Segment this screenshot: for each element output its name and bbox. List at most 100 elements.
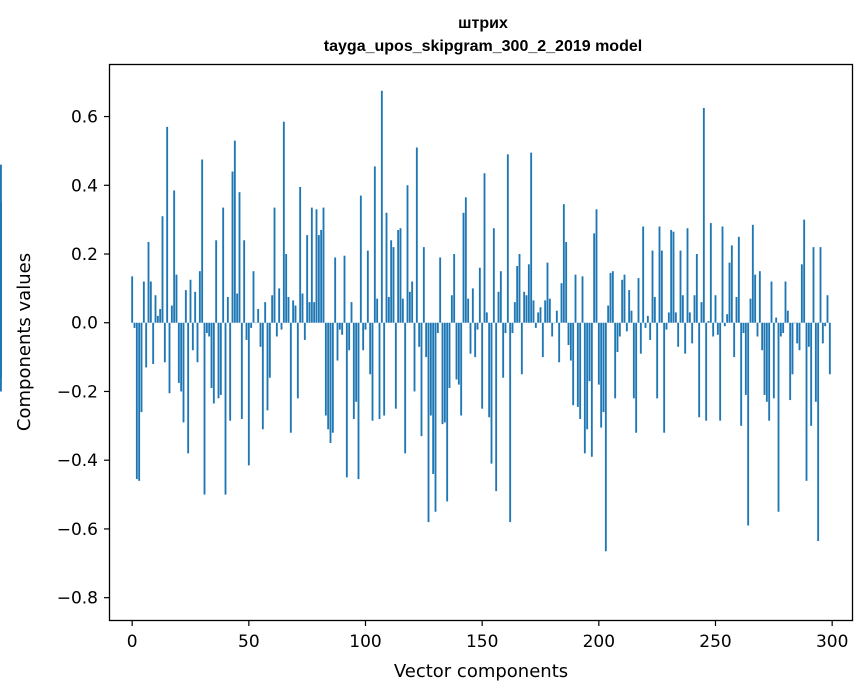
bar-229 <box>665 322 668 330</box>
bar-127 <box>427 322 430 523</box>
bar-285 <box>796 322 799 344</box>
bar-292 <box>812 247 815 323</box>
bar-225 <box>656 322 659 399</box>
bar-296 <box>821 322 824 344</box>
bar-195 <box>586 322 589 430</box>
bar-247 <box>707 321 710 323</box>
bar-45 <box>236 293 239 323</box>
bar-270 <box>761 322 764 351</box>
bar-undefined <box>0 164 2 323</box>
bar-286 <box>798 322 801 351</box>
bar-34 <box>210 322 213 389</box>
bar-38 <box>219 322 222 395</box>
bar-159 <box>502 322 505 378</box>
bar-191 <box>576 322 579 407</box>
bar-251 <box>716 322 719 335</box>
bar-261 <box>740 322 743 426</box>
bar-213 <box>628 290 631 323</box>
bar-202 <box>602 322 605 413</box>
bar-183 <box>558 322 561 363</box>
bar-298 <box>826 295 829 323</box>
bar-15 <box>166 126 169 323</box>
bar-193 <box>581 276 584 323</box>
x-axis-label: Vector components <box>394 661 568 682</box>
bar-233 <box>674 312 677 323</box>
bar-37 <box>217 322 220 399</box>
bar-172 <box>532 300 535 323</box>
y-tick-label: 0.4 <box>71 176 98 196</box>
bar-282 <box>789 322 792 401</box>
bar-125 <box>422 247 425 323</box>
y-axis-label: Components values <box>14 253 35 431</box>
bar-250 <box>714 295 717 323</box>
bar-239 <box>688 312 691 323</box>
chart-title-line2: tayga_upos_skipgram_300_2_2019 model <box>324 38 642 55</box>
bar-19 <box>175 274 178 323</box>
bar-199 <box>595 209 598 323</box>
bar-190 <box>574 274 577 323</box>
bar-164 <box>513 302 516 323</box>
bar-129 <box>432 322 435 474</box>
bar-24 <box>187 322 190 454</box>
bar-217 <box>637 278 640 323</box>
bar-17 <box>170 305 173 323</box>
bar-165 <box>516 266 519 323</box>
bar-174 <box>537 312 540 323</box>
bar-9 <box>152 322 155 364</box>
bar-171 <box>530 152 533 323</box>
bar-115 <box>399 228 402 323</box>
bar-231 <box>670 229 673 323</box>
bar-207 <box>614 322 617 399</box>
bar-4 <box>140 322 143 413</box>
bar-248 <box>709 223 712 323</box>
bar-176 <box>541 322 544 358</box>
bar-150 <box>481 322 484 409</box>
bar-186 <box>565 241 568 323</box>
bar-136 <box>448 322 451 389</box>
bar-154 <box>490 322 493 464</box>
x-tick-label: 200 <box>583 632 615 652</box>
bar-56 <box>261 322 264 430</box>
bar-67 <box>287 296 290 323</box>
bar-175 <box>539 307 542 323</box>
plot-frame <box>108 63 854 622</box>
bar-241 <box>693 295 696 323</box>
bar-118 <box>406 185 409 323</box>
bar-75 <box>306 235 309 323</box>
x-tick-label: 0 <box>127 632 138 652</box>
bar-148 <box>476 322 479 330</box>
bar-73 <box>301 293 304 323</box>
bar-96 <box>355 322 358 402</box>
bar-201 <box>600 322 603 428</box>
x-tick-label: 150 <box>466 632 498 652</box>
bar-274 <box>770 281 773 323</box>
bar-14 <box>163 322 166 363</box>
bar-223 <box>651 250 654 323</box>
bar-166 <box>518 254 521 323</box>
bar-46 <box>238 192 241 323</box>
bar-103 <box>371 322 374 421</box>
bar-133 <box>441 322 444 425</box>
bar-137 <box>450 295 453 323</box>
bar-218 <box>639 322 642 354</box>
bar-158 <box>499 271 502 323</box>
bar-80 <box>317 235 320 323</box>
bar-11 <box>156 315 159 323</box>
bar-62 <box>275 322 278 337</box>
bar-266 <box>751 224 754 323</box>
bar-22 <box>182 322 185 423</box>
x-tick-label: 50 <box>238 632 260 652</box>
bar-278 <box>779 322 782 337</box>
bar-110 <box>387 296 390 323</box>
bar-69 <box>292 300 295 323</box>
bar-170 <box>527 264 530 323</box>
bar-178 <box>546 262 549 323</box>
bar-97 <box>357 322 360 480</box>
bar-246 <box>705 322 708 421</box>
bar-232 <box>672 231 675 323</box>
bar-131 <box>436 322 439 334</box>
bar-36 <box>215 240 218 323</box>
bar-234 <box>677 322 680 347</box>
bar-203 <box>604 322 607 552</box>
